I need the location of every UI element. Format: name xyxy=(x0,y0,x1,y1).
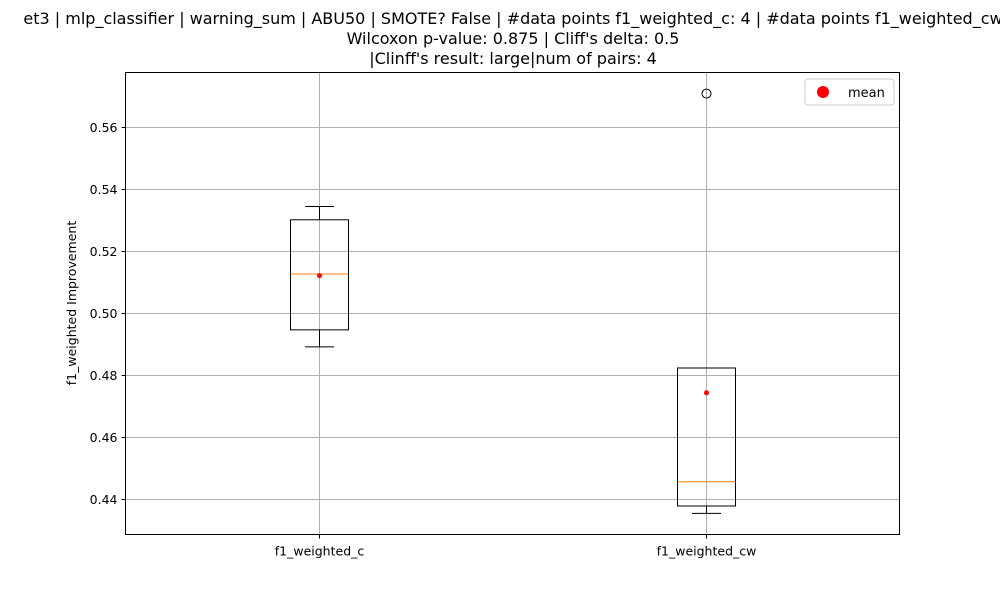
y-tick-label: 0.44 xyxy=(90,492,118,507)
outlier-marker xyxy=(701,88,712,99)
x-tick-label: f1_weighted_cw xyxy=(657,544,757,559)
mean-marker xyxy=(704,390,709,396)
legend: mean xyxy=(804,78,895,106)
plot-frame xyxy=(125,72,900,535)
y-tick-label: 0.56 xyxy=(90,120,118,135)
y-tick-label: 0.54 xyxy=(90,182,118,197)
axes: 0.44 0.46 0.48 0.50 0.52 0.54 0.56 f1_weighted_… xyxy=(90,120,757,559)
legend-frame xyxy=(804,78,895,106)
chart-title: et3 | mlp_classifier | warning_sum | ABU… xyxy=(23,9,1000,68)
title-line-3: |Clinff's result: large|num of pairs: 4 xyxy=(369,49,657,68)
grid-lines xyxy=(125,72,900,535)
title-line-1: et3 | mlp_classifier | warning_sum | ABU… xyxy=(23,9,1000,29)
x-tick-label: f1_weighted_c xyxy=(275,544,365,559)
box-iqr xyxy=(290,219,349,331)
legend-mean-marker xyxy=(817,86,829,98)
legend-mean-label: mean xyxy=(848,86,885,101)
y-tick-label: 0.46 xyxy=(90,430,118,445)
title-line-2: Wilcoxon p-value: 0.875 | Cliff's delta:… xyxy=(347,29,680,48)
y-axis-label: f1_weighted Improvement xyxy=(64,221,79,386)
mean-marker xyxy=(317,273,322,279)
y-tick-label: 0.50 xyxy=(90,306,118,321)
box-iqr xyxy=(677,367,736,507)
y-tick-label: 0.52 xyxy=(90,244,118,259)
plot-data xyxy=(290,88,736,514)
y-tick-label: 0.48 xyxy=(90,368,118,383)
